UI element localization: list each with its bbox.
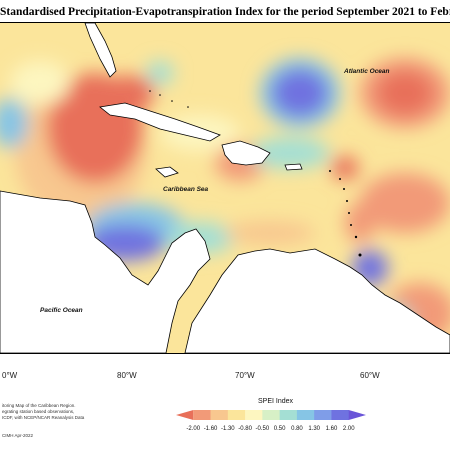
spei-legend: -2.00 -1.60 -1.30 -0.80 -0.50 0.50 0.80 1.30 1.6… — [176, 410, 366, 432]
cuba — [99, 102, 221, 142]
hispaniola — [221, 140, 271, 166]
lon-label-80w: 80°W — [117, 371, 137, 380]
legend-swatch — [176, 410, 194, 420]
footer-line: itoring Map of the Caribbean Region. — [2, 403, 76, 408]
legend-swatch — [296, 410, 315, 420]
legend-tick-label: 0.80 — [291, 426, 303, 432]
pacific-ocean-label: Pacific Ocean — [40, 307, 83, 314]
legend-tick-label: -1.30 — [221, 426, 235, 432]
lon-label-70w: 70°W — [235, 371, 255, 380]
legend-tick-label: 0.50 — [274, 426, 286, 432]
footer-credit: CIMH Apr-2022 — [2, 433, 34, 438]
puerto-rico — [284, 163, 303, 171]
legend-title: SPEI Index — [258, 398, 294, 405]
legend-swatch — [331, 410, 350, 420]
legend-swatch — [210, 410, 229, 420]
florida — [84, 23, 117, 78]
legend-swatch — [227, 410, 246, 420]
map-title: Standardised Precipitation-Evapotranspir… — [0, 6, 450, 18]
legend-swatch — [279, 410, 298, 420]
lon-label-60w: 60°W — [360, 371, 380, 380]
footer-line: egrating station based observations, — [2, 409, 75, 415]
legend-swatch — [262, 410, 280, 420]
legend-swatch — [314, 410, 332, 420]
spei-map: Atlantic Ocean Caribbean Sea Pacific Oce… — [0, 22, 450, 354]
legend-swatch — [348, 410, 366, 420]
lesser-antilles — [149, 90, 362, 257]
spei-field — [0, 58, 450, 343]
footer-notes: itoring Map of the Caribbean Region. egr… — [2, 403, 112, 422]
legend-tick-label: -0.80 — [238, 426, 252, 432]
jamaica — [155, 166, 179, 178]
legend-tick-label: 2.00 — [343, 426, 355, 432]
south-america — [184, 248, 450, 353]
legend-tick-label: -0.50 — [256, 426, 270, 432]
legend-tick-label: 1.60 — [326, 426, 338, 432]
legend-tick-label: -2.00 — [186, 426, 200, 432]
central-america — [0, 190, 211, 353]
land — [0, 23, 450, 353]
atlantic-ocean-label: Atlantic Ocean — [343, 68, 390, 75]
legend-swatch — [245, 410, 263, 420]
legend-swatch — [193, 410, 211, 420]
lon-label-90w: 0°W — [2, 371, 18, 380]
legend-tick-label: -1.60 — [204, 426, 218, 432]
footer-line: ICDF, with NCEP/NCAR Reanalysis Data — [2, 415, 85, 421]
legend-tick-label: 1.30 — [308, 426, 320, 432]
caribbean-sea-label: Caribbean Sea — [163, 186, 209, 193]
